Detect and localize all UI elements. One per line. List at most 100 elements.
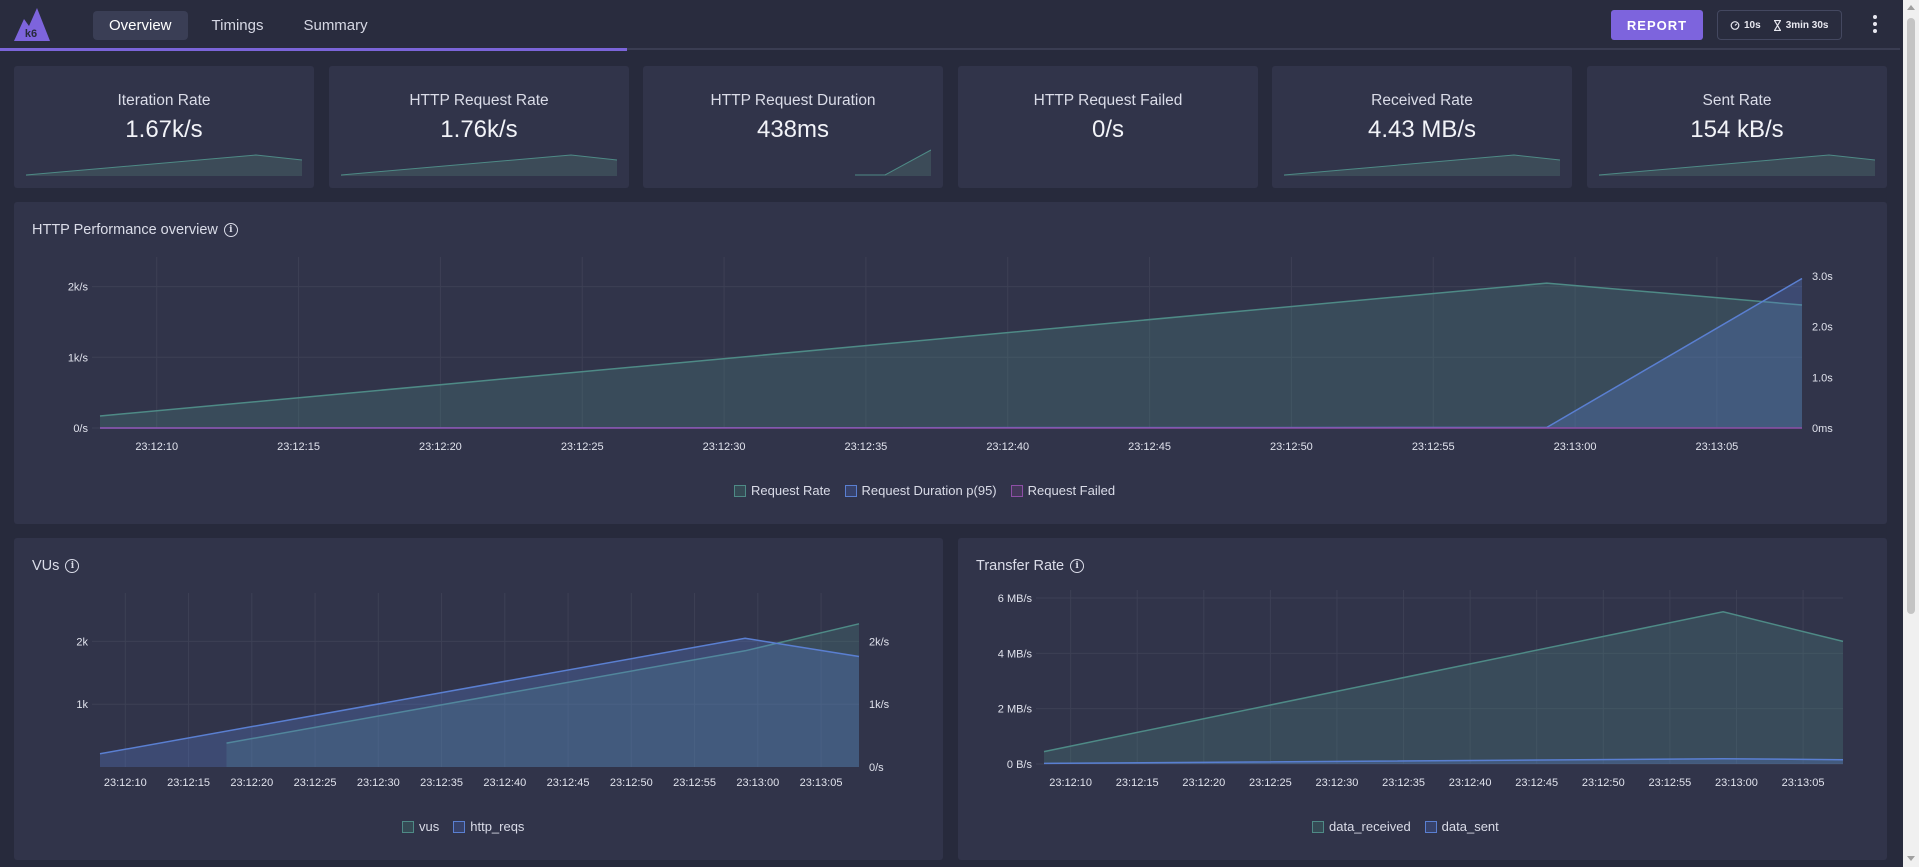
- x-tick-label: 23:12:25: [561, 441, 604, 453]
- panel-title: HTTP Performance overview i: [32, 222, 238, 238]
- report-button[interactable]: REPORT: [1611, 10, 1703, 40]
- scroll-thumb[interactable]: [1907, 18, 1915, 614]
- legend-request-rate[interactable]: Request Rate: [734, 483, 831, 498]
- card-iteration-rate: Iteration Rate 1.67k/s: [14, 66, 314, 188]
- x-tick-label: 23:12:15: [167, 777, 210, 789]
- chart-http-performance: 23:12:10 23:12:15 23:12:20 23:12:25 23:12:30…: [68, 257, 1833, 453]
- series-line-data-received: [1043, 611, 1844, 753]
- sparkline: [1284, 154, 1560, 176]
- card-value: 438ms: [756, 116, 830, 143]
- legend-http-reqs[interactable]: http_reqs: [453, 819, 524, 834]
- chart-vus: 23:12:10 23:12:15 23:12:20 23:12:25 23:12:30…: [76, 593, 890, 789]
- y-tick-label: 2 MB/s: [998, 704, 1033, 716]
- legend-swatch: [402, 820, 414, 833]
- x-tick-label: 23:12:20: [230, 777, 273, 789]
- y-tick-label-right: 0ms: [1812, 423, 1833, 435]
- legend-request-duration[interactable]: Request Duration p(95): [844, 483, 997, 498]
- panel-title-text: VUs: [32, 558, 60, 574]
- scroll-up-arrow[interactable]: [1907, 5, 1915, 10]
- y-tick-label: 6 MB/s: [998, 593, 1033, 605]
- sparkline: [26, 154, 302, 176]
- x-tick-label: 23:12:40: [1449, 777, 1492, 789]
- x-tick-label: 23:12:45: [1515, 777, 1558, 789]
- legend-vus[interactable]: vus: [402, 819, 439, 834]
- x-tick-label: 23:12:10: [104, 777, 147, 789]
- sparkline: [855, 149, 931, 176]
- series-line-http-reqs: [99, 637, 860, 755]
- series-line-vus: [226, 623, 860, 744]
- info-icon[interactable]: i: [65, 559, 80, 573]
- x-tick-label: 23:12:25: [1249, 777, 1292, 789]
- k6-logo[interactable]: k6: [14, 8, 50, 41]
- sparkline: [1599, 154, 1875, 176]
- legend-swatch: [1010, 484, 1023, 497]
- legend-data-received[interactable]: data_received: [1312, 819, 1411, 834]
- panel-title-text: Transfer Rate: [976, 558, 1065, 574]
- card-title: HTTP Request Rate: [409, 92, 549, 109]
- x-tick-label: 23:12:20: [419, 441, 462, 453]
- x-tick-label: 23:12:35: [420, 777, 463, 789]
- x-tick-label: 23:12:50: [1270, 441, 1313, 453]
- x-tick-label: 23:12:15: [277, 441, 320, 453]
- card-value: 4.43 MB/s: [1367, 116, 1477, 143]
- y-tick-label-right: 2.0s: [1812, 322, 1833, 334]
- y-tick-label: 0 B/s: [1007, 759, 1033, 771]
- tab-overview[interactable]: Overview: [93, 11, 188, 40]
- info-icon[interactable]: i: [223, 223, 238, 237]
- x-tick-label: 23:13:00: [1554, 441, 1597, 453]
- x-tick-label: 23:12:55: [1412, 441, 1455, 453]
- sparkline: [341, 154, 617, 176]
- legend-swatch: [734, 484, 746, 497]
- card-value: 1.76k/s: [440, 116, 518, 143]
- scroll-down-arrow[interactable]: [1907, 856, 1915, 861]
- x-tick-label: 23:12:20: [1182, 777, 1225, 789]
- panel-http-performance: HTTP Performance overview i 23:12:10 23:1…: [14, 202, 1887, 524]
- panel-title-text: HTTP Performance overview: [32, 222, 218, 238]
- legend-swatch: [1424, 820, 1437, 833]
- legend-data-sent[interactable]: data_sent: [1424, 819, 1499, 834]
- series-area-data-received: [1044, 611, 1843, 764]
- y-tick-label: 1k/s: [68, 352, 89, 364]
- panel-vus: VUs i 23:12:10 23:12:15 23:12:20 23:12:25 23…: [14, 538, 943, 860]
- y-tick-label-right: 1.0s: [1812, 372, 1833, 384]
- x-tick-label: 23:12:45: [1128, 441, 1171, 453]
- x-tick-label: 23:12:45: [547, 777, 590, 789]
- card-title: Sent Rate: [1702, 92, 1772, 109]
- x-tick-label: 23:13:05: [1782, 777, 1825, 789]
- x-tick-label: 23:12:10: [1049, 777, 1092, 789]
- series-area-http-reqs: [100, 638, 859, 767]
- card-title: HTTP Request Duration: [710, 92, 876, 109]
- card-value: 0/s: [1091, 116, 1124, 143]
- legend: data_received data_sent: [1312, 819, 1499, 834]
- panel-title: Transfer Rate i: [976, 558, 1085, 574]
- page-scrollbar[interactable]: [1903, 0, 1919, 867]
- more-options-icon[interactable]: [1869, 12, 1881, 36]
- x-tick-label: 23:12:55: [1648, 777, 1691, 789]
- x-tick-label: 23:13:00: [736, 777, 779, 789]
- series-line-data-sent: [1043, 757, 1844, 765]
- x-tick-label: 23:12:30: [1316, 777, 1359, 789]
- elapsed-timer: 3min 30s: [1773, 19, 1829, 31]
- top-bar: k6 Overview Timings Summary REPORT 10s 3…: [0, 0, 1900, 50]
- x-tick-label: 23:12:40: [986, 441, 1029, 453]
- card-value: 154 kB/s: [1690, 116, 1784, 143]
- progress-bar: [0, 48, 627, 51]
- nav-tabs: Overview Timings Summary: [93, 11, 384, 40]
- card-received-rate: Received Rate 4.43 MB/s: [1272, 66, 1572, 188]
- y-tick-label-right: 1k/s: [869, 699, 890, 711]
- x-tick-label: 23:12:35: [1382, 777, 1425, 789]
- x-tick-label: 23:13:00: [1715, 777, 1758, 789]
- series-area-request-duration-p-95-: [100, 278, 1802, 428]
- x-tick-label: 23:12:10: [135, 441, 178, 453]
- x-tick-label: 23:12:55: [673, 777, 716, 789]
- panel-transfer-rate: Transfer Rate i 23:12:10 23:12:15 23:12:20…: [958, 538, 1887, 860]
- legend: Request Rate Request Duration p(95) Requ…: [734, 483, 1115, 498]
- card-http-request-duration: HTTP Request Duration 438ms: [643, 66, 943, 188]
- legend-label: http_reqs: [470, 819, 525, 834]
- info-icon[interactable]: i: [1070, 559, 1085, 573]
- tab-timings[interactable]: Timings: [211, 17, 264, 34]
- tab-summary[interactable]: Summary: [303, 17, 368, 34]
- card-http-request-rate: HTTP Request Rate 1.76k/s: [329, 66, 629, 188]
- x-tick-label: 23:12:15: [1116, 777, 1159, 789]
- legend-request-failed[interactable]: Request Failed: [1010, 483, 1115, 498]
